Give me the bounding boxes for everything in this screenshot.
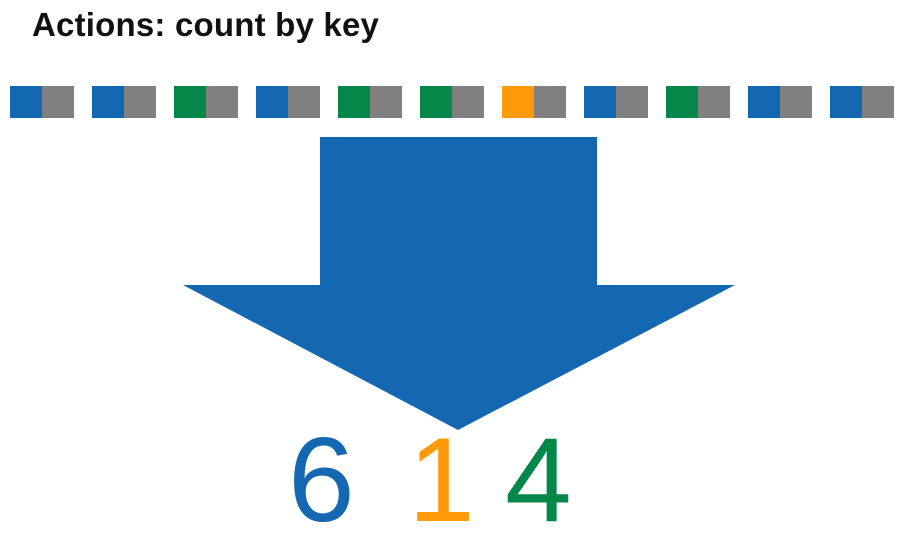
pair-value-square: [370, 86, 402, 118]
pair-value-square: [288, 86, 320, 118]
pair-value-square: [616, 86, 648, 118]
key-value-pair: [420, 86, 484, 118]
down-arrow-icon: [183, 137, 735, 430]
pair-key-square: [584, 86, 616, 118]
key-value-pair: [748, 86, 812, 118]
key-value-pair: [10, 86, 74, 118]
key-value-pair: [666, 86, 730, 118]
pair-key-square: [256, 86, 288, 118]
pair-key-square: [338, 86, 370, 118]
page-title: Actions: count by key: [32, 6, 380, 43]
key-value-pair: [92, 86, 156, 118]
pair-value-square: [780, 86, 812, 118]
pair-value-square: [452, 86, 484, 118]
pair-key-square: [10, 86, 42, 118]
pair-key-square: [174, 86, 206, 118]
key-value-pair: [338, 86, 402, 118]
pair-key-square: [420, 86, 452, 118]
key-value-pairs-row: [10, 86, 894, 118]
pair-value-square: [206, 86, 238, 118]
count-orange: 1: [408, 413, 475, 547]
pair-value-square: [534, 86, 566, 118]
pair-value-square: [862, 86, 894, 118]
count-blue: 6: [288, 413, 355, 547]
key-value-pair: [830, 86, 894, 118]
count-green: 4: [505, 413, 572, 547]
key-value-pair: [256, 86, 320, 118]
pair-key-square: [748, 86, 780, 118]
pair-key-square: [92, 86, 124, 118]
pair-value-square: [698, 86, 730, 118]
key-value-pair: [174, 86, 238, 118]
pair-key-square: [830, 86, 862, 118]
pair-key-square: [666, 86, 698, 118]
pair-value-square: [42, 86, 74, 118]
pair-key-square: [502, 86, 534, 118]
key-value-pair: [502, 86, 566, 118]
down-arrow-shape: [183, 137, 735, 430]
pair-value-square: [124, 86, 156, 118]
key-value-pair: [584, 86, 648, 118]
